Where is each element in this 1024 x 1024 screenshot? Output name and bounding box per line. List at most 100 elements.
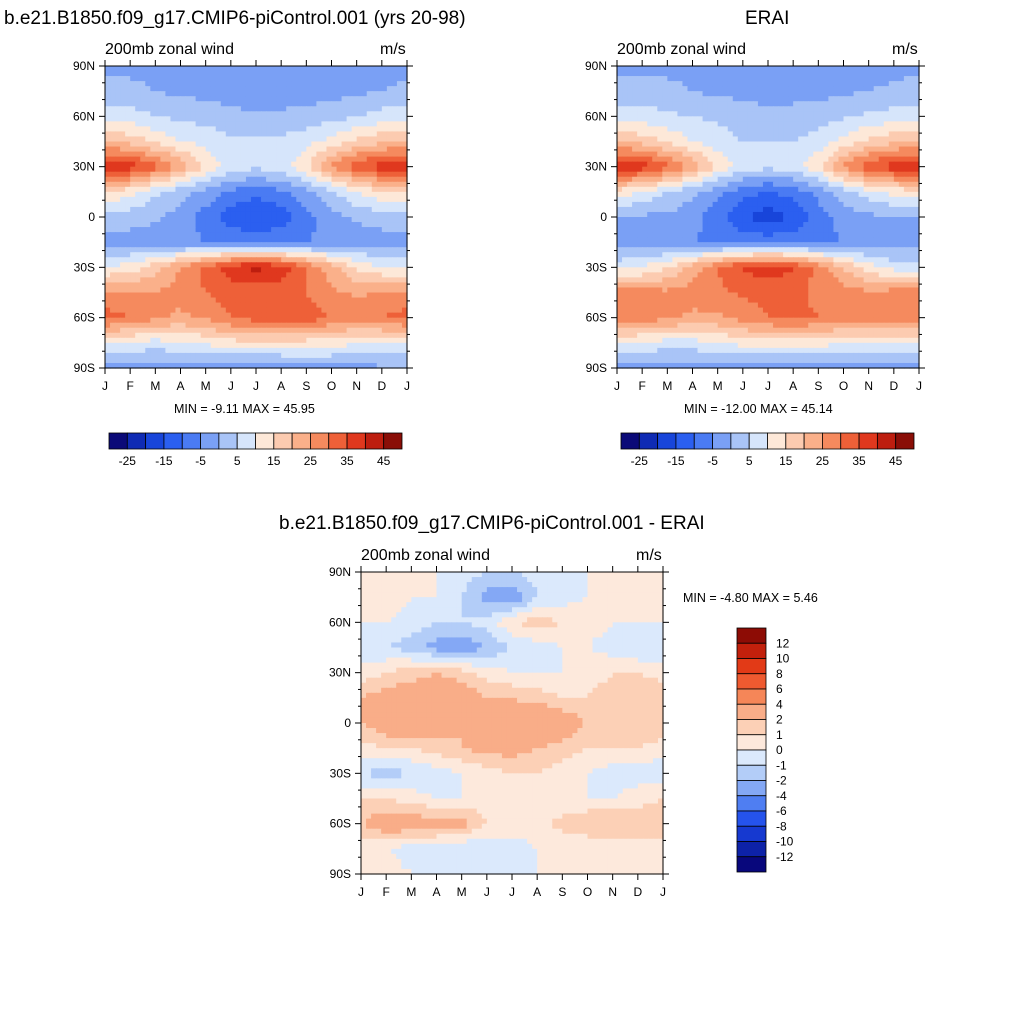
heatmap-cell [306, 247, 312, 253]
heatmap-cell [306, 357, 312, 364]
heatmap-cell [361, 76, 368, 82]
heatmap-cell [296, 272, 302, 278]
heatmap-cell [391, 141, 398, 148]
heatmap-cell [858, 66, 865, 72]
heatmap-cell [286, 166, 292, 173]
heatmap-cell [150, 176, 156, 183]
heatmap-cell [326, 292, 333, 299]
heatmap-cell [115, 211, 121, 218]
heatmap-cell [783, 141, 789, 148]
heatmap-cell [833, 141, 840, 148]
heatmap-cell [823, 106, 829, 112]
heatmap-cell [266, 96, 272, 102]
heatmap-cell [271, 262, 277, 268]
heatmap-cell [336, 76, 343, 82]
heatmap-cell [396, 247, 403, 253]
heatmap-cell [155, 96, 161, 102]
heatmap-cell [190, 237, 197, 243]
heatmap-cell [215, 357, 222, 364]
heatmap-cell [130, 171, 136, 178]
heatmap-cell [306, 111, 312, 117]
heatmap-cell [105, 191, 111, 198]
heatmap-cell [732, 116, 739, 122]
heatmap-cell [657, 96, 663, 102]
heatmap-cell [783, 121, 789, 127]
heatmap-cell [617, 156, 623, 163]
heatmap-cell [336, 227, 343, 233]
heatmap-cell [396, 76, 403, 82]
heatmap-cell [105, 302, 111, 309]
heatmap-cell [250, 347, 257, 354]
heatmap-cell [316, 312, 323, 319]
heatmap-cell [155, 242, 161, 248]
heatmap-cell [762, 151, 769, 158]
heatmap-cell [190, 247, 197, 253]
heatmap-cell [326, 176, 333, 183]
heatmap-cell [642, 106, 648, 112]
heatmap-cell [180, 196, 187, 203]
heatmap-cell [818, 166, 824, 173]
heatmap-cell [793, 126, 799, 133]
heatmap-cell [145, 206, 151, 213]
heatmap-cell [115, 96, 121, 102]
heatmap-cell [261, 191, 267, 198]
heatmap-cell [296, 166, 302, 173]
heatmap-cell [381, 277, 388, 284]
heatmap-cell [893, 76, 900, 82]
heatmap-cell [813, 76, 819, 82]
heatmap-cell [657, 136, 663, 143]
heatmap-cell [175, 201, 182, 208]
heatmap-cell [386, 282, 393, 289]
heatmap-cell [165, 76, 172, 82]
heatmap-cell [240, 151, 247, 158]
panel2-title: ERAI [745, 8, 790, 29]
heatmap-cell [296, 292, 302, 299]
heatmap-cell [165, 201, 172, 208]
heatmap-cell [170, 257, 177, 263]
heatmap-cell [376, 217, 383, 223]
heatmap-cell [120, 302, 126, 309]
heatmap-cell [707, 116, 714, 122]
heatmap-cell [737, 131, 744, 138]
heatmap-cell [371, 337, 378, 344]
heatmap-cell [271, 232, 277, 238]
heatmap-cell [913, 76, 920, 82]
heatmap-cell [788, 66, 794, 72]
heatmap-cell [190, 222, 197, 228]
heatmap-cell [256, 146, 262, 153]
heatmap-cell [220, 206, 227, 213]
heatmap-cell [145, 196, 151, 203]
heatmap-cell [210, 121, 217, 127]
heatmap-cell [311, 106, 317, 112]
heatmap-cell [667, 106, 673, 112]
heatmap-cell [326, 101, 333, 107]
heatmap-cell [296, 312, 302, 319]
heatmap-cell [250, 161, 257, 168]
heatmap-cell [150, 116, 156, 122]
heatmap-cell [235, 317, 242, 324]
heatmap-cell [256, 247, 262, 253]
heatmap-cell [376, 141, 383, 148]
heatmap-cell [306, 337, 312, 344]
heatmap-cell [311, 196, 317, 203]
heatmap-cell [130, 242, 136, 248]
heatmap-cell [105, 317, 111, 324]
heatmap-cell [376, 106, 383, 112]
heatmap-cell [722, 76, 729, 82]
heatmap-cell [838, 66, 845, 72]
heatmap-cell [276, 121, 282, 127]
heatmap-cell [371, 287, 378, 294]
heatmap-cell [637, 161, 643, 168]
heatmap-cell [230, 297, 237, 304]
heatmap-cell [256, 141, 262, 148]
heatmap-cell [105, 106, 111, 112]
heatmap-cell [140, 131, 146, 138]
heatmap-cell [778, 146, 784, 153]
heatmap-cell [210, 66, 217, 72]
heatmap-cell [165, 307, 172, 314]
heatmap-cell [346, 201, 353, 208]
heatmap-cell [170, 86, 177, 92]
heatmap-cell [321, 151, 328, 158]
heatmap-cell [361, 191, 368, 198]
heatmap-cell [105, 222, 111, 228]
